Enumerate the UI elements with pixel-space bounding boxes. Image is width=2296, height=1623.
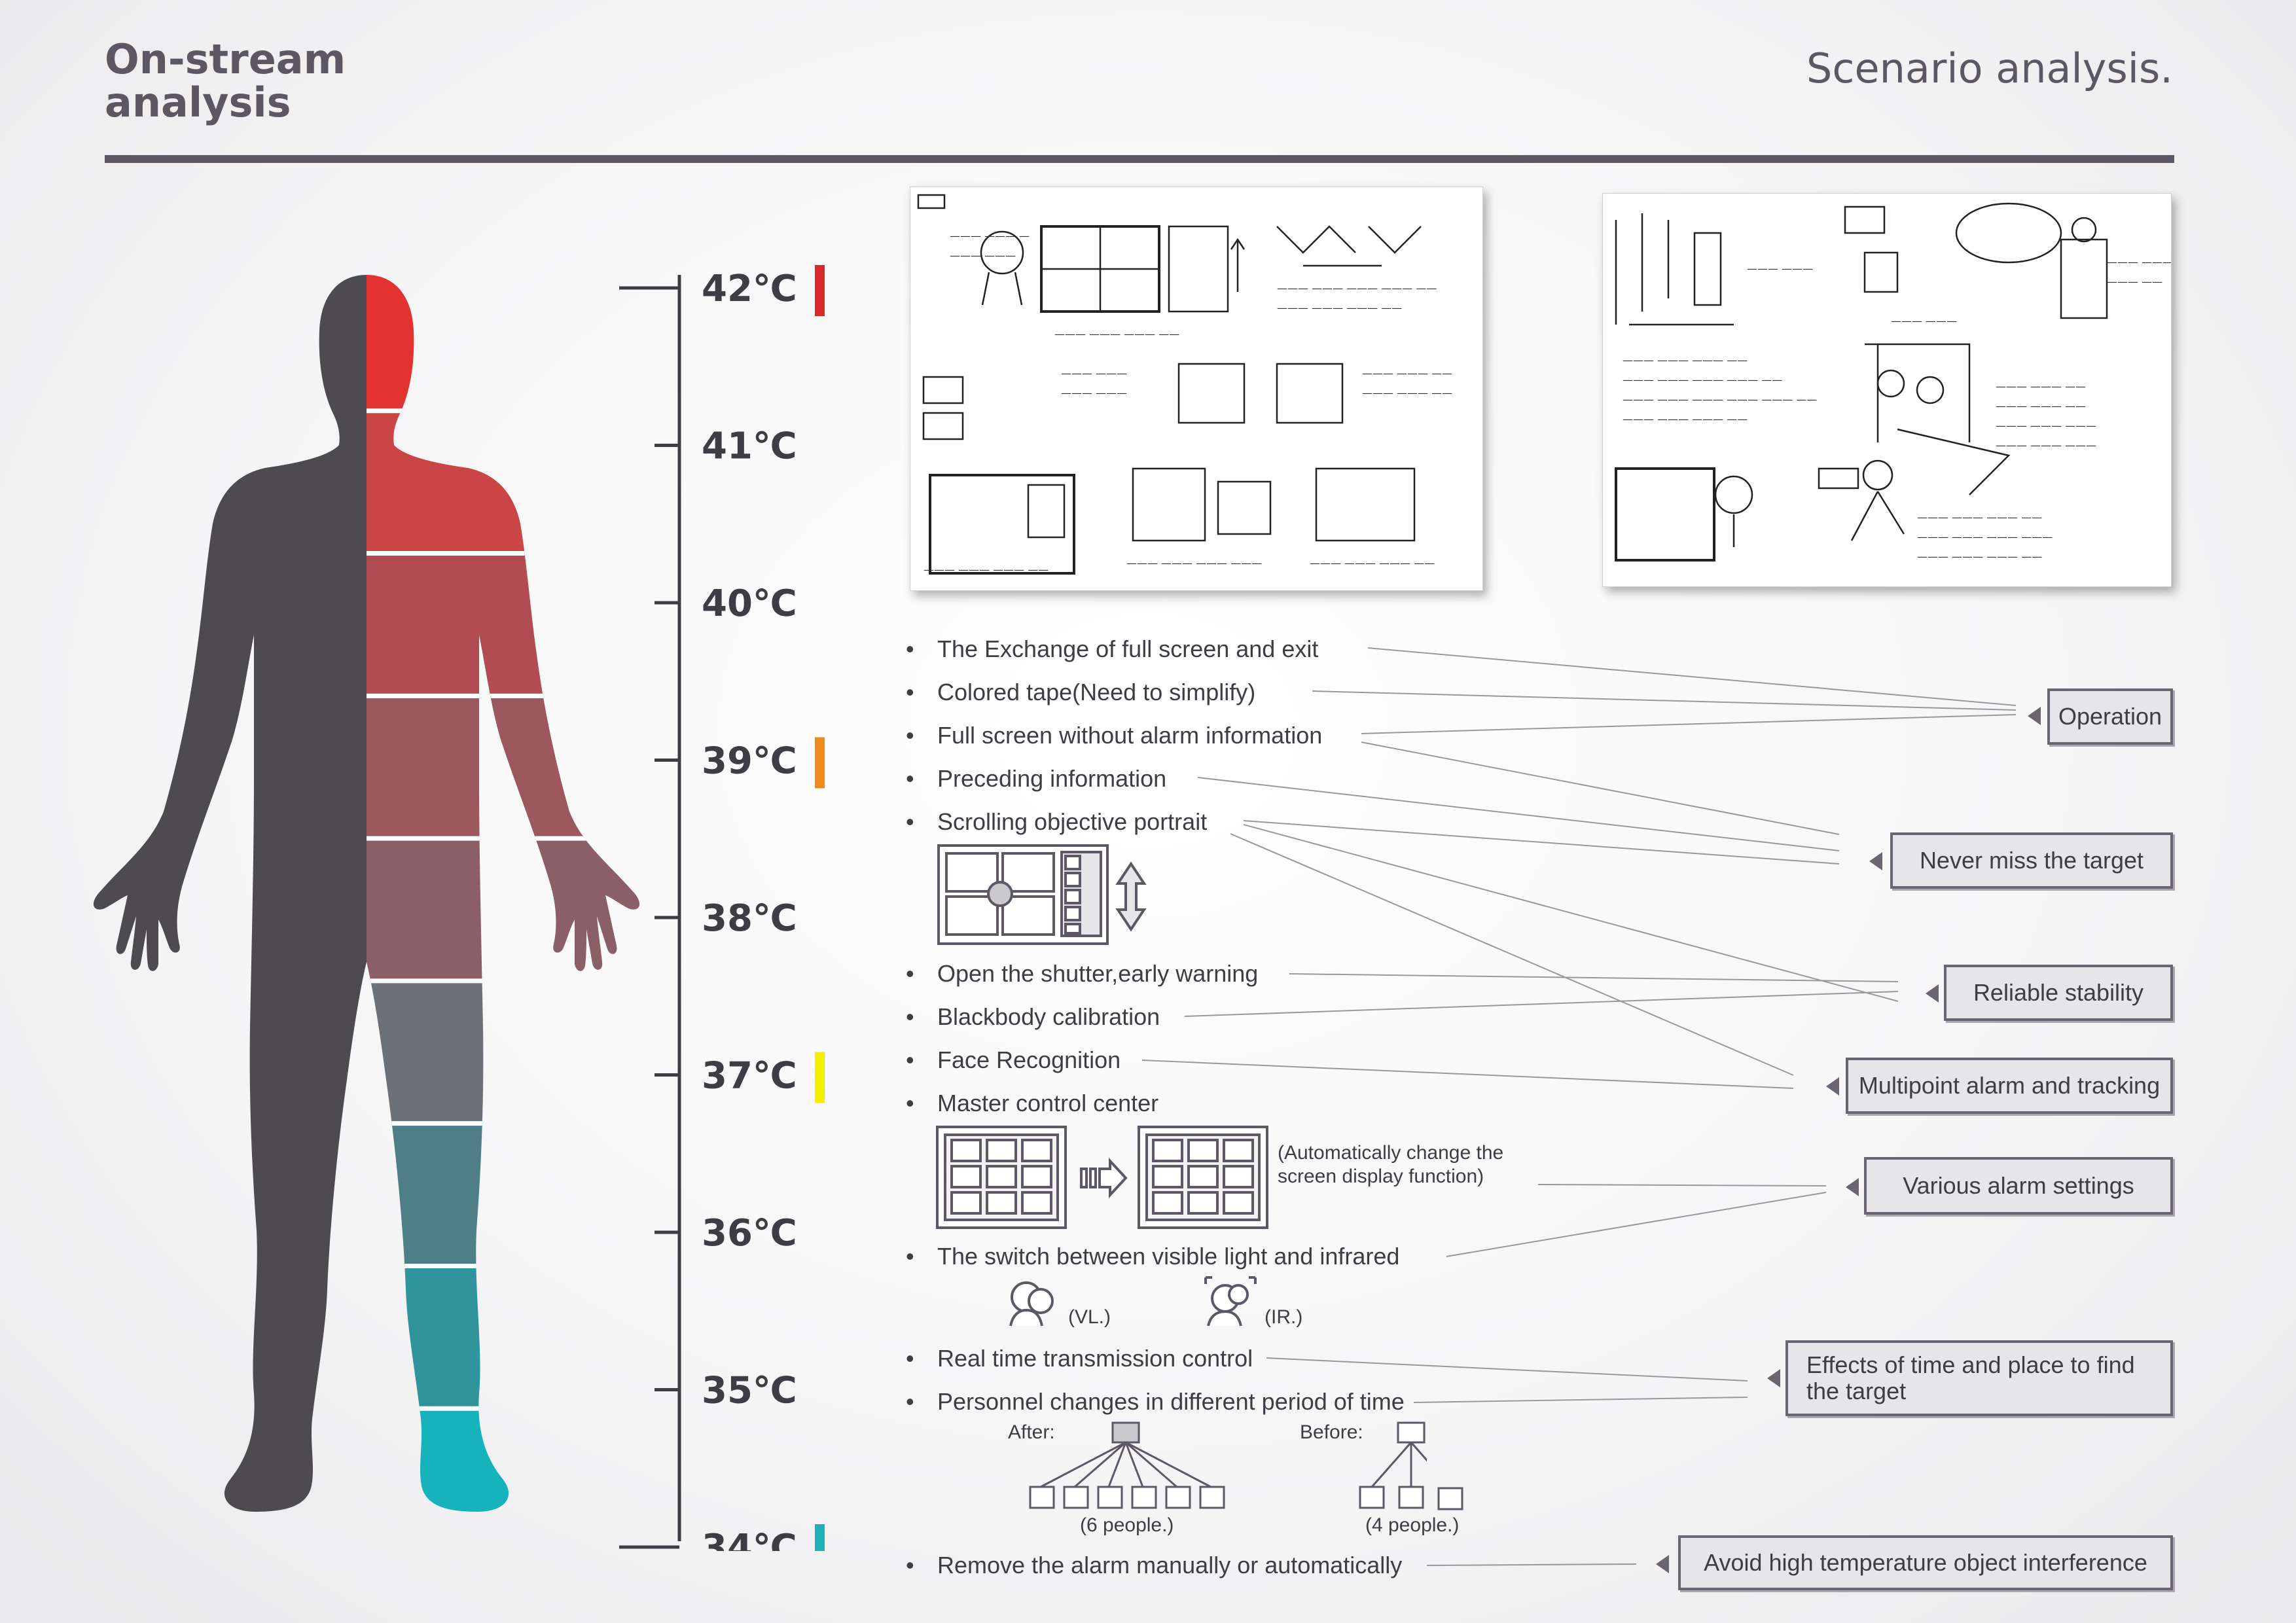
svg-text:——— ——— ——— ——: ——— ——— ——— —— [1917, 511, 2042, 524]
callout-operation: Operation [2047, 688, 2173, 745]
temperature-label: 36℃ [702, 1212, 797, 1255]
scenario-sketch-1: ——— ——— — ——— ——— ——— ——— ——— —— ——— ——— … [910, 187, 1483, 591]
callout-pointer [1767, 1369, 1780, 1387]
callout-pointer [2028, 707, 2041, 725]
svg-text:——— ———: ——— ——— [1891, 315, 1957, 327]
bullet-item: Real time transmission control [906, 1344, 1253, 1373]
four-people-label: (4 people.) [1365, 1514, 1460, 1536]
svg-text:——— ——— ———: ——— ——— ——— [1996, 439, 2096, 452]
callout-never-miss: Never miss the target [1890, 832, 2173, 889]
svg-text:——— ——— ——— ———: ——— ——— ——— ——— [1917, 531, 2053, 543]
bullet-item: Colored tape(Need to simplify) [906, 678, 1255, 707]
callout-multipoint-alarm: Multipoint alarm and tracking [1846, 1058, 2173, 1114]
ir-label: (IR.) [1265, 1306, 1303, 1328]
page-subtitle: Scenario analysis. [1806, 45, 2173, 92]
header-divider [105, 155, 2174, 163]
svg-text:——— ——— ——— ——— ——: ——— ——— ——— ——— —— [1623, 374, 1782, 386]
temperature-marker [815, 1052, 825, 1103]
svg-text:——— ——— ——: ——— ——— —— [1996, 400, 2086, 412]
temperature-label: 40℃ [702, 582, 797, 625]
bullet-item: The switch between visible light and inf… [906, 1242, 1399, 1271]
callout-time-place: Effects of time and place to find the ta… [1785, 1340, 2173, 1416]
svg-text:——— ——— ——: ——— ——— —— [1996, 380, 2086, 393]
bullet-item: Preceding information [906, 764, 1166, 793]
callout-pointer [1869, 852, 1882, 870]
svg-text:——— ——— ——— ——: ——— ——— ——— —— [1917, 550, 2042, 563]
svg-text:——— ——— ———: ——— ——— ——— [1996, 419, 2096, 432]
temperature-label: 38℃ [702, 897, 797, 940]
bullet-item: The Exchange of full screen and exit [906, 635, 1318, 664]
svg-text:——— ——— ——— ——: ——— ——— ——— —— [1310, 557, 1435, 569]
bullet-item: Face Recognition [906, 1046, 1121, 1075]
svg-text:——— ———: ——— ——— [2107, 256, 2171, 268]
temperature-label: 37℃ [702, 1055, 797, 1097]
human-body-figure [93, 275, 640, 1512]
svg-text:——— ——— ——— ——: ——— ——— ——— —— [1623, 354, 1748, 366]
six-people-label: (6 people.) [1080, 1514, 1174, 1536]
callout-pointer [1846, 1178, 1859, 1196]
bullet-item: Master control center [906, 1089, 1158, 1118]
bullet-item: Full screen without alarm information [906, 721, 1322, 750]
temperature-label: 39℃ [702, 740, 797, 783]
svg-text:——— ——— ——— ———: ——— ——— ——— ——— [1126, 557, 1262, 569]
svg-text:——— ——— —: ——— ——— — [950, 230, 1030, 242]
infrared-camera-icon [1204, 1276, 1257, 1327]
bullet-item: Remove the alarm manually or automatical… [906, 1551, 1402, 1580]
personnel-change-diagram [1029, 1421, 1427, 1509]
svg-text:——— ——— ——— ——: ——— ——— ——— —— [1054, 328, 1179, 340]
temperature-marker [815, 737, 825, 789]
callout-reliable-stability: Reliable stability [1944, 965, 2173, 1021]
scenario-sketch-2: ——— ——— ——— ——— ——— ——— ——— —— ——— ——— ———… [1602, 193, 2173, 587]
temperature-scale: 42℃ 41℃ 40℃ 39℃ 38℃ 37℃ 36℃ 35℃ 34℃ [619, 265, 825, 1551]
body-left-half [93, 275, 367, 1512]
callout-high-temp-interference: Avoid high temperature object interferen… [1678, 1535, 2173, 1590]
svg-text:——— ———: ——— ——— [1747, 262, 1813, 275]
svg-text:——— ——— ——— ——: ——— ——— ——— —— [1623, 413, 1748, 425]
svg-text:——— ——— ——— ——— ——: ——— ——— ——— ——— —— [1277, 282, 1437, 294]
temperature-label: 34℃ [702, 1527, 797, 1551]
svg-text:——— ——— ——: ——— ——— —— [1362, 367, 1452, 380]
svg-text:——— ———: ——— ——— [1061, 387, 1127, 399]
svg-text:——— ———: ——— ——— [1061, 367, 1127, 380]
temperature-marker [815, 265, 825, 316]
vl-label: (VL.) [1068, 1306, 1111, 1328]
callout-alarm-settings: Various alarm settings [1864, 1157, 2173, 1215]
svg-text:——— ——— ——: ——— ——— —— [1362, 387, 1452, 399]
after-label: After: [1008, 1421, 1055, 1443]
svg-text:——— ——— ——— ——: ——— ——— ——— —— [1277, 302, 1402, 314]
temperature-label: 41℃ [702, 425, 797, 468]
auto-change-note: (Automatically change the screen display… [1278, 1142, 1504, 1187]
bullet-item: Personnel changes in different period of… [906, 1387, 1405, 1416]
visible-light-camera-icon [1009, 1281, 1054, 1327]
callout-pointer [1926, 984, 1939, 1003]
svg-text:——— ——: ——— —— [2107, 276, 2162, 288]
bullet-item: Blackbody calibration [906, 1003, 1160, 1031]
bullet-item: Open the shutter,early warning [906, 959, 1258, 988]
personnel-icon [1437, 1487, 1463, 1510]
temperature-marker [815, 1524, 825, 1551]
callout-pointer [1826, 1077, 1839, 1096]
scrolling-portrait-icon [937, 844, 1147, 945]
temperature-label: 35℃ [702, 1370, 797, 1412]
callout-pointer [1656, 1555, 1669, 1573]
master-control-icon [936, 1126, 1268, 1229]
temperature-label: 42℃ [702, 268, 797, 310]
svg-text:——— ——— ——— ——: ——— ——— ——— —— [924, 563, 1049, 576]
bullet-item: Scrolling objective portrait [906, 808, 1207, 836]
svg-text:——— ——— ——— ——— ——— ——: ——— ——— ——— ——— ——— —— [1623, 393, 1817, 406]
page-title: On-stream analysis [105, 35, 346, 126]
before-label: Before: [1300, 1421, 1363, 1443]
svg-text:——— ———: ——— ——— [950, 249, 1016, 262]
